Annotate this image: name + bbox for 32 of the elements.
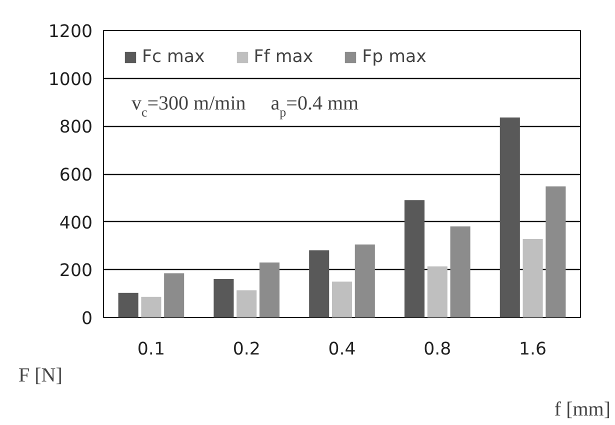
x-tick-label: 0.1 <box>137 340 165 360</box>
y-tick-label: 0 <box>81 309 93 329</box>
x-tick-label: 0.2 <box>232 340 260 360</box>
y-tick-label: 800 <box>59 118 93 138</box>
x-tick-label: 1.6 <box>519 340 547 360</box>
bar <box>500 118 520 318</box>
legend-label: Ff max <box>254 47 314 67</box>
y-tick-label: 600 <box>59 166 93 186</box>
bar <box>141 296 162 318</box>
x-tick-label: 0.8 <box>424 340 452 360</box>
bar <box>118 292 138 318</box>
bar <box>404 200 425 318</box>
bar <box>309 250 330 318</box>
bar <box>236 290 257 318</box>
bar <box>427 266 448 318</box>
legend-label: Fc max <box>142 47 205 67</box>
y-tick-label: 1200 <box>48 22 93 42</box>
legend-label: Fp max <box>362 47 426 67</box>
bar <box>450 226 470 318</box>
bar <box>164 273 184 318</box>
y-tick-label: 400 <box>59 213 93 234</box>
bar <box>354 244 375 318</box>
y-tick-label: 1000 <box>48 70 93 90</box>
y-axis-title: F [N] <box>18 364 62 386</box>
bar <box>259 262 280 318</box>
x-tick-label: 0.4 <box>328 340 356 360</box>
bar <box>214 278 234 318</box>
bar <box>522 239 543 318</box>
y-tick-label: 200 <box>59 261 93 282</box>
x-axis-title: f [mm] <box>554 398 610 420</box>
bar <box>332 282 352 318</box>
bar <box>546 186 566 318</box>
